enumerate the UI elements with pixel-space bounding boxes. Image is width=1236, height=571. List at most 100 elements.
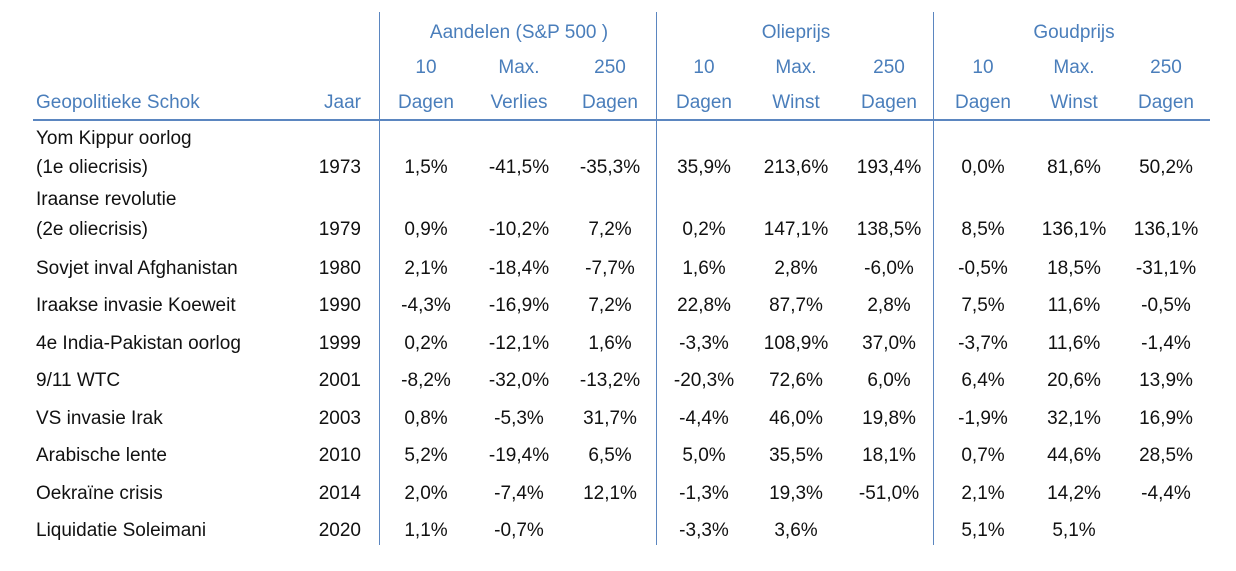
row-value: 6,4% [961,370,1005,391]
row-value: 46,0% [769,408,823,429]
row-year: 2001 [318,370,361,391]
row-value: 5,2% [404,445,448,466]
row-value: 20,6% [1047,370,1101,391]
header-underline [33,119,1210,121]
row-value: -41,5% [488,157,550,178]
row-value: -3,3% [679,333,729,354]
subheader-line2: Dagen [676,92,732,113]
row-value: 35,9% [677,157,731,178]
row-year: 1979 [318,219,361,240]
row-value: 35,5% [769,445,823,466]
row-year: 2003 [318,408,361,429]
row-value: 2,8% [867,295,911,316]
row-event-label: 9/11 WTC [36,370,121,391]
subheader-line1: Max. [498,57,540,78]
divider-oil [656,12,657,545]
row-value: 1,6% [682,258,726,279]
row-value: -35,3% [579,157,641,178]
row-value: 50,2% [1139,157,1193,178]
row-value: 2,1% [404,258,448,279]
row-value: -4,4% [679,408,729,429]
row-value: 11,6% [1047,295,1101,316]
row-year: 2020 [318,520,361,541]
group-header-oil: Olieprijs [761,22,831,43]
row-value: 7,5% [961,295,1005,316]
row-value: 14,2% [1047,483,1101,504]
row-value: 6,0% [867,370,911,391]
row-value: 2,0% [404,483,448,504]
subheader-line1: 10 [415,57,437,78]
row-value: -0,5% [1141,295,1191,316]
row-value: -12,1% [488,333,550,354]
subheader-line1: 10 [972,57,994,78]
row-value: 8,5% [961,219,1005,240]
row-value: 5,1% [1052,520,1096,541]
subheader-line2: Winst [1050,92,1098,113]
row-value: -10,2% [488,219,550,240]
row-value: 0,7% [961,445,1005,466]
row-value: -19,4% [488,445,550,466]
row-value: -6,0% [864,258,914,279]
row-value: 0,2% [682,219,726,240]
row-event-label: (1e oliecrisis) [36,157,148,178]
row-year: 2014 [318,483,361,504]
row-event-label: Arabische lente [36,445,167,466]
row-value: 6,5% [588,445,632,466]
row-value: 3,6% [774,520,818,541]
row-value: 147,1% [763,219,829,240]
row-value: 37,0% [862,333,916,354]
row-value: 81,6% [1047,157,1101,178]
subheader-line2: Dagen [955,92,1011,113]
divider-gold [933,12,934,545]
row-value: 13,9% [1139,370,1193,391]
row-value: 5,1% [961,520,1005,541]
subheader-line1: 250 [594,57,626,78]
row-value: 72,6% [769,370,823,391]
divider-equities [379,12,380,545]
row-event-label: 4e India-Pakistan oorlog [36,333,241,354]
row-year: 1990 [318,295,361,316]
row-event-label: (2e oliecrisis) [36,219,148,240]
row-value: 0,9% [404,219,448,240]
row-value: -31,1% [1135,258,1197,279]
subheader-line2: Dagen [398,92,454,113]
row-event-label: Sovjet inval Afghanistan [36,258,238,279]
row-value: 7,2% [588,219,632,240]
row-value: 1,5% [404,157,448,178]
row-value: 108,9% [763,333,829,354]
row-event-label: Yom Kippur oorlog [36,128,192,149]
row-value: 16,9% [1139,408,1193,429]
row-value: -1,4% [1141,333,1191,354]
row-year: 1973 [318,157,361,178]
row-value: 2,1% [961,483,1005,504]
row-value: 19,8% [862,408,916,429]
row-event-label: Liquidatie Soleimani [36,520,207,541]
row-value: 138,5% [856,219,922,240]
row-value: 5,0% [682,445,726,466]
row-value: 32,1% [1047,408,1101,429]
row-value: -32,0% [488,370,550,391]
row-value: 0,0% [961,157,1005,178]
row-value: 18,1% [862,445,916,466]
row-value: 136,1% [1133,219,1199,240]
row-value: 1,6% [588,333,632,354]
subheader-line1: 250 [1150,57,1182,78]
row-value: -3,3% [679,520,729,541]
row-value: -4,3% [401,295,451,316]
row-value: 12,1% [583,483,637,504]
row-value: -5,3% [494,408,544,429]
row-value: -8,2% [401,370,451,391]
subheader-line2: Winst [772,92,820,113]
column-header-event: Geopolitieke Schok [36,92,200,113]
row-value: 7,2% [588,295,632,316]
row-value: 22,8% [677,295,731,316]
row-value: 28,5% [1139,445,1193,466]
row-value: 44,6% [1047,445,1101,466]
row-event-label: Iraanse revolutie [36,189,177,210]
subheader-line1: 10 [693,57,715,78]
subheader-line2: Dagen [861,92,917,113]
row-value: 19,3% [769,483,823,504]
row-event-label: VS invasie Irak [36,408,163,429]
row-value: 11,6% [1047,333,1101,354]
